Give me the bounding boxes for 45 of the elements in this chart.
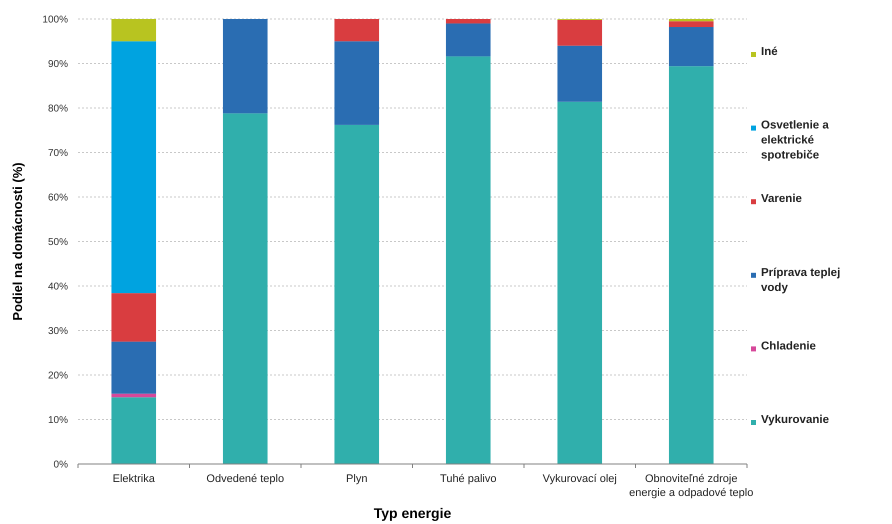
bar — [668, 21, 714, 28]
bar — [668, 66, 714, 464]
y-tick-label: 90% — [48, 59, 68, 70]
y-axis-title: Podiel na domácnosti (%) — [10, 162, 25, 321]
bar — [111, 19, 156, 42]
y-tick-label: 0% — [54, 460, 68, 470]
bar — [111, 342, 156, 394]
legend-label: Chladenie — [761, 340, 816, 352]
legend-label: Vykurovanie — [761, 414, 829, 426]
bar — [557, 20, 602, 46]
x-tick-label: Odvedené teplo — [206, 473, 284, 485]
bar — [446, 56, 491, 464]
y-tick-label: 30% — [48, 326, 68, 337]
bar — [222, 113, 268, 464]
x-tick-label: Obnoviteľné zdroje energie a odpadové teplo — [629, 473, 754, 499]
bar — [334, 41, 380, 125]
y-tick-label: 100% — [42, 14, 68, 26]
bar — [557, 46, 602, 102]
bar — [557, 102, 602, 464]
bar — [446, 23, 491, 56]
bar — [668, 27, 714, 66]
y-tick-label: 20% — [48, 370, 68, 382]
y-tick-label: 70% — [48, 148, 68, 159]
bar — [111, 394, 156, 398]
x-tick-label: Vykurovací olej — [542, 473, 617, 485]
bar — [111, 397, 156, 464]
x-tick-label: Elektrika — [112, 473, 156, 485]
bar — [334, 124, 380, 464]
y-tick-label: 10% — [48, 415, 68, 426]
x-tick-label: Plyn — [346, 473, 368, 485]
legend-label: Iné — [761, 46, 778, 58]
y-tick-label: 40% — [48, 282, 68, 292]
y-tick-label: 60% — [48, 192, 68, 204]
y-tick-label: 50% — [48, 237, 68, 248]
bar — [111, 41, 156, 294]
x-tick-label: Tuhé palivo — [440, 473, 496, 485]
bar — [222, 19, 268, 114]
legend-label: Príprava teplej vody — [761, 266, 840, 294]
bar — [446, 19, 491, 24]
y-tick-label: 80% — [48, 104, 68, 114]
bar — [111, 293, 156, 342]
x-axis-title: Typ energie — [374, 505, 452, 521]
legend-label: Osvetlenie a elektrické spotrebiče — [761, 120, 830, 162]
legend-label: Varenie — [761, 193, 802, 206]
bar — [334, 19, 380, 42]
